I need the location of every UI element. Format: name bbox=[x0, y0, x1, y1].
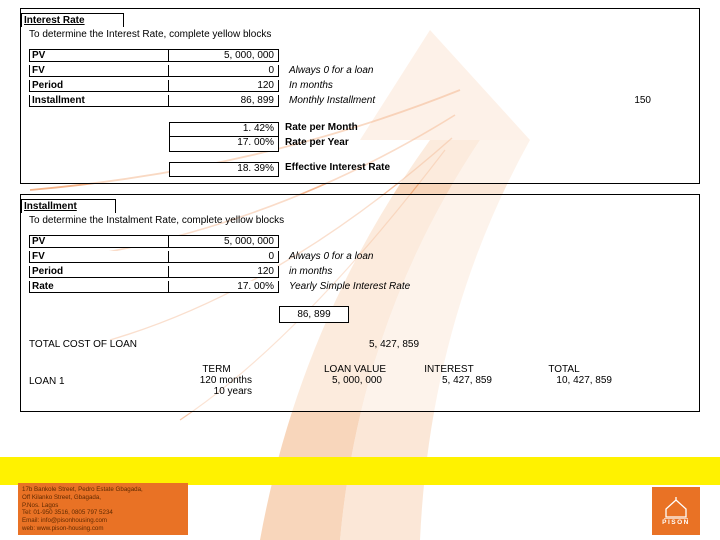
params-table: PV 5, 000, 000 FV 0 Always 0 for a loan … bbox=[29, 234, 691, 294]
table-row: Installment 86, 899 Monthly Installment … bbox=[29, 93, 691, 108]
param-note: In months bbox=[279, 80, 333, 91]
eff-rate-value: 18. 39% bbox=[169, 162, 279, 177]
brand-text: PISON bbox=[662, 519, 690, 526]
table-row: PV 5, 000, 000 bbox=[29, 234, 691, 249]
param-value: 86, 899 bbox=[169, 95, 279, 107]
section-title: Installment bbox=[21, 199, 116, 213]
rate-label: Rate per Year bbox=[279, 137, 349, 152]
term-months: 120 months bbox=[169, 375, 264, 386]
total-cost-label: TOTAL COST OF LOAN bbox=[29, 339, 369, 350]
total-header: TOTAL bbox=[504, 364, 624, 375]
param-note: Yearly Simple Interest Rate bbox=[279, 281, 410, 292]
param-label: FV bbox=[29, 251, 169, 263]
contact-line: Off Kilanko Street, Gbagada, bbox=[22, 494, 184, 502]
param-label: FV bbox=[29, 65, 169, 77]
param-note: Always 0 for a loan bbox=[279, 251, 374, 262]
table-row: Rate 17. 00% Yearly Simple Interest Rate bbox=[29, 279, 691, 294]
rate-label: Rate per Month bbox=[279, 122, 358, 137]
param-value: 0 bbox=[169, 65, 279, 77]
term-header: TERM bbox=[169, 364, 264, 375]
eff-rate-label: Effective Interest Rate bbox=[279, 162, 390, 177]
param-value: 17. 00% bbox=[169, 281, 279, 293]
param-value: 5, 000, 000 bbox=[169, 235, 279, 248]
contact-line: web: www.pison-housing.com bbox=[22, 525, 184, 533]
param-label: PV bbox=[29, 49, 169, 62]
rate-value: 1. 42% bbox=[169, 122, 279, 137]
total-value: 10, 427, 859 bbox=[504, 375, 624, 386]
param-label: Period bbox=[29, 266, 169, 278]
param-value: 5, 000, 000 bbox=[169, 49, 279, 62]
param-note: Monthly Installment bbox=[279, 95, 375, 106]
loan-value: 5, 000, 000 bbox=[264, 375, 394, 386]
derived-rates: 1. 42% Rate per Month 17. 00% Rate per Y… bbox=[169, 122, 691, 152]
interest-rate-section: Interest Rate To determine the Interest … bbox=[20, 8, 700, 184]
param-value: 120 bbox=[169, 80, 279, 92]
section-title: Interest Rate bbox=[21, 13, 124, 27]
total-cost-value: 5, 427, 859 bbox=[369, 339, 419, 350]
section-subtitle: To determine the Instalment Rate, comple… bbox=[29, 215, 691, 226]
table-row: Period 120 In months bbox=[29, 78, 691, 93]
rate-value: 17. 00% bbox=[169, 137, 279, 152]
brand-logo: PISON bbox=[652, 487, 700, 535]
param-label: Rate bbox=[29, 281, 169, 293]
contact-line: Email: info@pisonhousing.com bbox=[22, 517, 184, 525]
section-subtitle: To determine the Interest Rate, complete… bbox=[29, 29, 691, 40]
interest-header: INTEREST bbox=[394, 364, 504, 375]
loan-id: LOAN 1 bbox=[29, 364, 169, 387]
param-label: Period bbox=[29, 80, 169, 92]
param-label: Installment bbox=[29, 95, 169, 107]
extra-value: 150 bbox=[634, 95, 691, 106]
table-row: FV 0 Always 0 for a loan bbox=[29, 63, 691, 78]
installment-result: 86, 899 bbox=[279, 306, 349, 323]
param-value: 0 bbox=[169, 251, 279, 263]
term-years: 10 years bbox=[169, 386, 264, 397]
param-label: PV bbox=[29, 235, 169, 248]
yellow-bar bbox=[0, 457, 720, 485]
loan-summary: TOTAL COST OF LOAN 5, 427, 859 LOAN 1 TE… bbox=[29, 337, 691, 397]
house-icon bbox=[662, 497, 690, 519]
table-row: FV 0 Always 0 for a loan bbox=[29, 249, 691, 264]
effective-rate: 18. 39% Effective Interest Rate bbox=[169, 162, 691, 177]
param-note: in months bbox=[279, 266, 332, 277]
contact-line: Tel: 01-950 3516, 0805 797 5234 bbox=[22, 509, 184, 517]
param-note: Always 0 for a loan bbox=[279, 65, 374, 76]
loan-value-header: LOAN VALUE bbox=[264, 364, 394, 375]
interest-value: 5, 427, 859 bbox=[394, 375, 504, 386]
installment-section: Installment To determine the Instalment … bbox=[20, 194, 700, 412]
contact-line: 17b Bankole Street, Pedro Estate Gbagada… bbox=[22, 486, 184, 494]
table-row: Period 120 in months bbox=[29, 264, 691, 279]
param-value: 120 bbox=[169, 266, 279, 278]
contact-line: P.Nos. Lagos bbox=[22, 502, 184, 510]
contact-panel: 17b Bankole Street, Pedro Estate Gbagada… bbox=[18, 483, 188, 535]
params-table: PV 5, 000, 000 FV 0 Always 0 for a loan … bbox=[29, 48, 691, 108]
table-row: PV 5, 000, 000 bbox=[29, 48, 691, 63]
